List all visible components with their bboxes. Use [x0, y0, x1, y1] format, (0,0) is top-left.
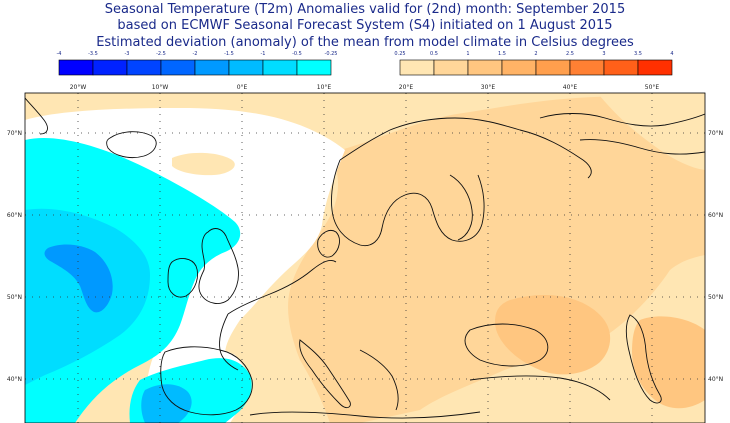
lat-label-left-3: 40°N [7, 376, 22, 383]
latitude-labels: 70°N 70°N 60°N 60°N 50°N 50°N 40°N 40°N [7, 130, 723, 383]
title-line-3: Estimated deviation (anomaly) of the mea… [96, 35, 634, 50]
lat-label-right-3: 40°N [708, 376, 723, 383]
legend-cold-tick-0: -4 [57, 51, 62, 57]
legend-warm-tick-7: 3.5 [634, 51, 642, 57]
lon-label-2: 0°E [237, 84, 248, 91]
legend-warm-swatch-6 [603, 59, 639, 76]
legend-cold-swatch-3 [160, 59, 196, 76]
legend-warm: 0.25 0.5 1 1.5 2 2.5 3 3.5 4 [394, 51, 674, 76]
lat-label-left-0: 70°N [7, 130, 22, 137]
map-area [25, 93, 705, 423]
lat-label-right-2: 50°N [708, 294, 723, 301]
lon-label-0: 20°W [70, 84, 87, 91]
lon-label-7: 50°E [645, 84, 660, 91]
anomaly-warm2-field [288, 96, 705, 423]
anomaly-cold2-iberia [141, 384, 192, 423]
lon-label-6: 40°E [563, 84, 578, 91]
legend-cold-swatch-5 [228, 59, 264, 76]
lat-label-right-1: 60°N [708, 212, 723, 219]
legend-warm-swatch-5 [569, 59, 605, 76]
legend-cold-swatch-6 [262, 59, 298, 76]
legend-warm-tick-8: 4 [670, 51, 673, 57]
legend-cold-swatch-7 [296, 59, 332, 76]
lat-label-left-2: 50°N [7, 294, 22, 301]
anomaly-cold3-field [44, 244, 113, 313]
longitude-labels: 20°W 10°W 0°E 10°E 20°E 30°E 40°E 50°E [70, 84, 660, 91]
lon-label-5: 30°E [481, 84, 496, 91]
lat-label-right-0: 70°N [708, 130, 723, 137]
legend-cold-tick-1: -3.5 [88, 51, 98, 57]
anomaly-warm1-island [172, 152, 235, 176]
legend-warm-swatch-7 [637, 59, 673, 76]
title-line-1: Seasonal Temperature (T2m) Anomalies val… [104, 2, 626, 17]
anomaly-warm3-field [495, 295, 611, 375]
legend-cold-swatch-0 [58, 59, 94, 76]
lon-label-1: 10°W [152, 84, 169, 91]
legend-warm-tick-4: 2 [534, 51, 537, 57]
legend-cold-tick-7: -0.5 [292, 51, 302, 57]
map-frame [24, 92, 706, 423]
legend-warm-swatch-4 [535, 59, 571, 76]
legend-warm-swatch-1 [433, 59, 469, 76]
legend-cold-tick-6: -1 [261, 51, 266, 57]
title-line-2: based on ECMWF Seasonal Forecast System … [117, 18, 613, 33]
coastlines [25, 97, 705, 419]
legend-warm-tick-3: 1.5 [498, 51, 506, 57]
legend-cold-swatch-2 [126, 59, 162, 76]
legend-cold-swatch-1 [92, 59, 128, 76]
legend-warm-swatch-0 [399, 59, 435, 76]
legend-cold-swatch-4 [194, 59, 230, 76]
legend-warm-tick-6: 3 [602, 51, 605, 57]
lat-label-left-1: 60°N [7, 212, 22, 219]
legend-warm-swatch-3 [501, 59, 537, 76]
legend-warm-tick-5: 2.5 [566, 51, 574, 57]
legend-cold-tick-3: -2.5 [156, 51, 166, 57]
anomaly-warm3-field-east [632, 316, 705, 409]
legend-cold-tick-8: -0.25 [325, 51, 338, 57]
legend-warm-tick-2: 1 [466, 51, 469, 57]
legend-cold-tick-2: -3 [125, 51, 130, 57]
anomaly-neutral-ne [600, 96, 705, 170]
legend-warm-tick-0: 0.25 [394, 51, 405, 57]
legend-cold-tick-5: -1.5 [224, 51, 234, 57]
lon-label-3: 10°E [317, 84, 332, 91]
legend-warm-tick-1: 0.5 [430, 51, 438, 57]
legend-cold-tick-4: -2 [193, 51, 198, 57]
legend-cold: -4 -3.5 -3 -2.5 -2 -1.5 -1 -0.5 -0.25 [57, 51, 338, 76]
lon-label-4: 20°E [399, 84, 414, 91]
legend-warm-swatch-2 [467, 59, 503, 76]
